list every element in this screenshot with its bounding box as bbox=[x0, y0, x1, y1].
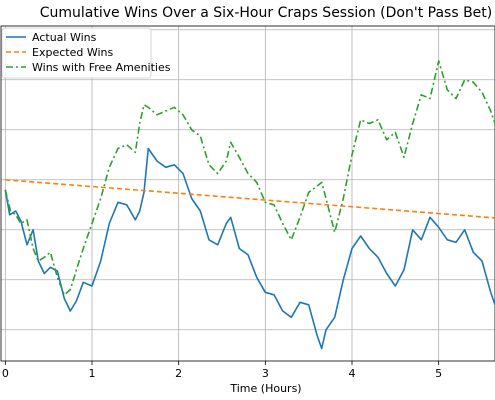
x-tick-label: 0 bbox=[2, 367, 9, 380]
plot-area-frame bbox=[0, 25, 495, 362]
grid-lines bbox=[1, 26, 495, 361]
legend: Actual Wins Expected Wins Wins with Free A… bbox=[1, 27, 171, 79]
series-line-actual-wins bbox=[4, 147, 495, 350]
legend-label: Wins with Free Amenities bbox=[32, 61, 171, 74]
x-tick-label: 3 bbox=[262, 367, 269, 380]
x-tick-label: 5 bbox=[435, 367, 442, 380]
x-tick-label: 4 bbox=[349, 367, 356, 380]
series-lines bbox=[4, 60, 495, 350]
series-line-expected-wins bbox=[5, 179, 495, 219]
x-tick-marks: 0 1 2 3 4 5 bbox=[2, 361, 442, 380]
x-tick-label: 2 bbox=[175, 367, 182, 380]
legend-label: Actual Wins bbox=[32, 31, 97, 44]
x-axis-label: Time (Hours) bbox=[229, 382, 301, 395]
chart-title: Cumulative Wins Over a Six-Hour Craps Se… bbox=[40, 5, 493, 21]
x-tick-label: 1 bbox=[89, 367, 96, 380]
series-line-wins-with-free-amenities bbox=[4, 60, 495, 296]
legend-frame bbox=[1, 27, 152, 79]
legend-label: Expected Wins bbox=[32, 46, 113, 59]
legend-entries: Actual Wins Expected Wins Wins with Free A… bbox=[6, 31, 171, 74]
